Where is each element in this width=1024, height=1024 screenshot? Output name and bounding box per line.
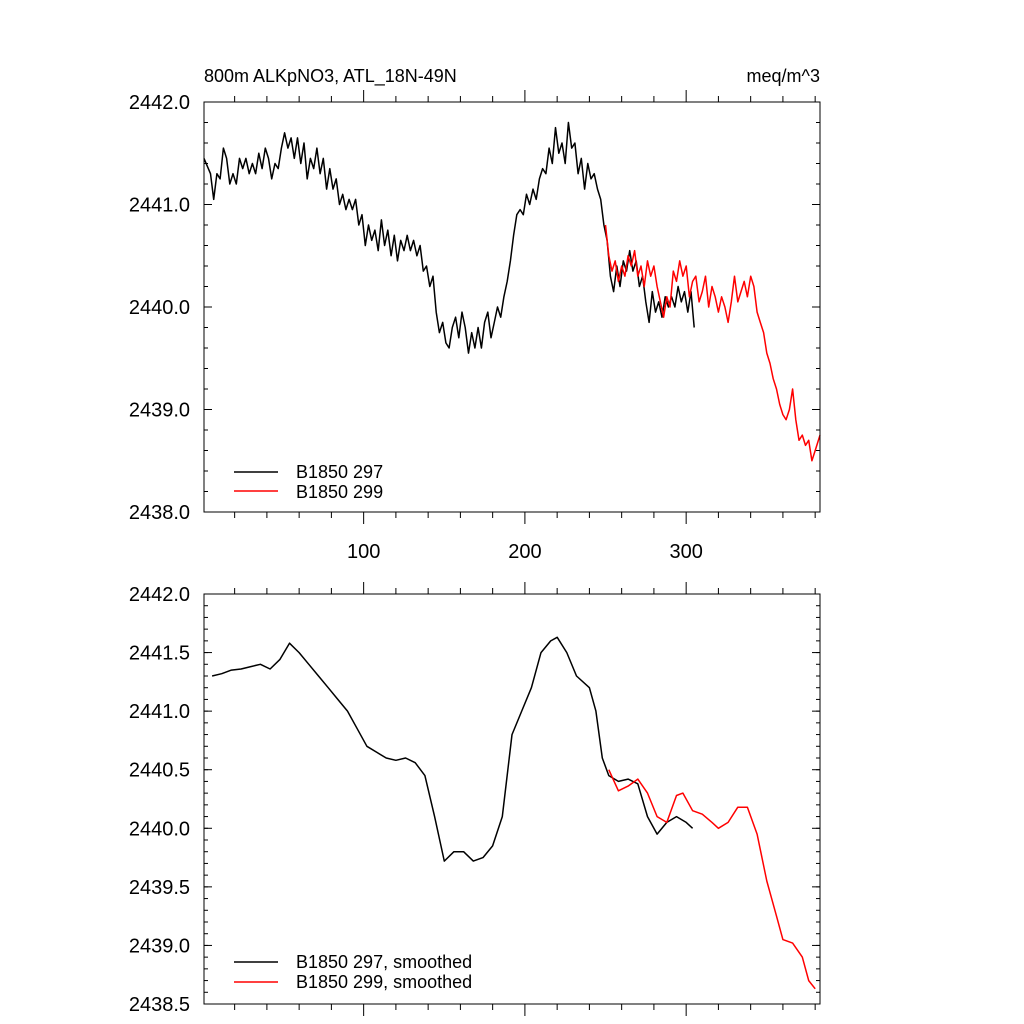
top-title: 800m ALKpNO3, ATL_18N-49N (204, 66, 457, 87)
bottom-y-tick-label: 2441.5 (129, 643, 190, 665)
bottom-y-tick-label: 2441.0 (129, 701, 190, 723)
top-y-tick-label: 2440.0 (129, 297, 190, 319)
bottom-panel: 2438.5 2439.0 2439.5 2440.0 2440.5 2441.0 2441… (129, 582, 821, 1016)
top-panel: 800m ALKpNO3, ATL_18N-49N meq/m^3 2438.0… (129, 66, 821, 563)
top-y-tick-label: 2441.0 (129, 195, 190, 217)
top-legend: B1850 297 B1850 299 (234, 462, 383, 502)
top-series-group (203, 121, 821, 462)
bottom-series-group (211, 636, 816, 990)
bottom-axes: 2438.5 2439.0 2439.5 2440.0 2440.5 2441.0 2441… (129, 582, 820, 1016)
top-series-line-299 (604, 224, 821, 462)
bottom-y-tick-label: 2439.5 (129, 877, 190, 899)
top-legend-label-297: B1850 297 (296, 462, 383, 482)
top-plot-frame (203, 101, 821, 513)
top-legend-label-299: B1850 299 (296, 482, 383, 502)
bottom-y-tick-label: 2442.0 (129, 584, 190, 606)
bottom-y-tick-label: 2438.5 (129, 994, 190, 1016)
bottom-y-tick-label: 2440.5 (129, 760, 190, 782)
top-y-tick-label: 2442.0 (129, 92, 190, 114)
bottom-legend: B1850 297, smoothed B1850 299, smoothed (234, 952, 472, 992)
top-x-tick-label: 300 (669, 541, 702, 563)
top-axes: 2438.0 2439.0 2440.0 2441.0 2442.0 100 200 300 (129, 90, 820, 563)
top-series-line-297 (203, 121, 695, 354)
bottom-series-line-299 (608, 769, 816, 990)
bottom-series-line-297 (211, 636, 694, 862)
bottom-legend-label-299: B1850 299, smoothed (296, 972, 472, 992)
bottom-legend-label-297: B1850 297, smoothed (296, 952, 472, 972)
bottom-y-tick-label: 2439.0 (129, 935, 190, 957)
bottom-y-tick-label: 2440.0 (129, 818, 190, 840)
top-x-tick-label: 200 (508, 541, 541, 563)
top-y-tick-label: 2438.0 (129, 502, 190, 524)
top-x-tick-label: 100 (347, 541, 380, 563)
top-units-label: meq/m^3 (747, 66, 820, 86)
top-y-tick-label: 2439.0 (129, 400, 190, 422)
bottom-plot-frame (203, 593, 821, 1005)
